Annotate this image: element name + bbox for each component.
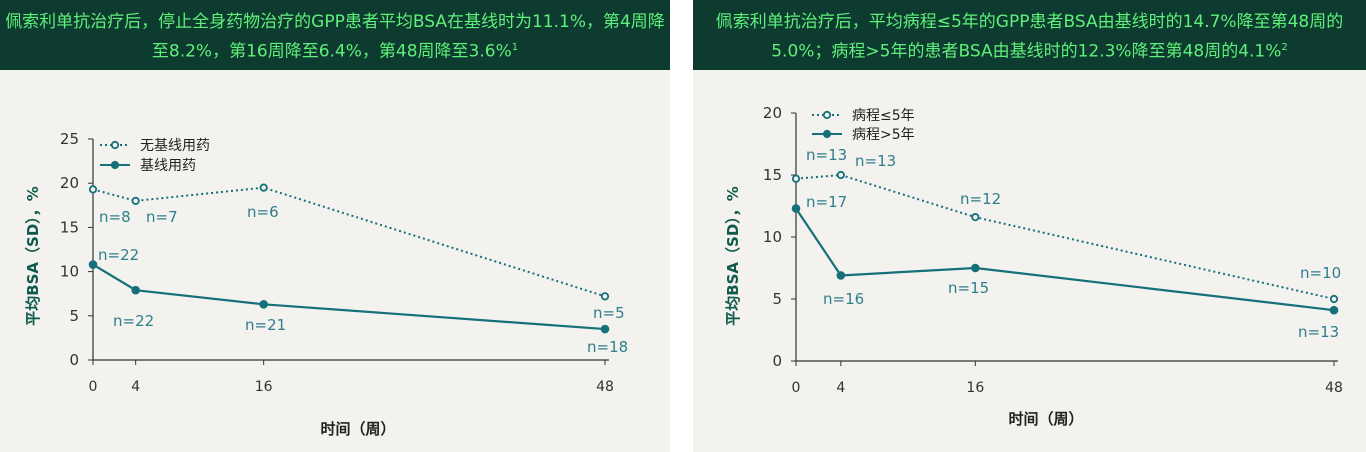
data-point xyxy=(259,300,268,309)
data-count-label: n=13 xyxy=(855,152,896,170)
legend-marker xyxy=(822,129,832,139)
data-count-label: n=6 xyxy=(247,203,279,221)
right-chart-panel: 佩索利单抗治疗后，平均病程≤5年的GPP患者BSA由基线时的14.7%降至第48… xyxy=(693,0,1366,452)
data-point xyxy=(836,170,845,180)
y-tick-label: 0 xyxy=(69,351,79,369)
x-tick-label: 0 xyxy=(792,380,801,396)
data-count-label: n=10 xyxy=(1300,264,1341,282)
data-count-label: n=16 xyxy=(823,290,864,308)
data-count-label: n=18 xyxy=(587,338,628,356)
right-chart-banner: 佩索利单抗治疗后，平均病程≤5年的GPP患者BSA由基线时的14.7%降至第48… xyxy=(693,0,1366,70)
y-tick-label: 15 xyxy=(60,218,79,236)
data-point xyxy=(600,292,610,301)
series-line-solid xyxy=(92,263,606,331)
x-axis-label: 时间（周） xyxy=(320,420,395,438)
data-point xyxy=(1329,294,1339,304)
data-point xyxy=(131,196,140,205)
data-count-label: n=7 xyxy=(146,208,178,226)
data-point xyxy=(259,183,268,192)
left-chart-banner: 佩索利单抗治疗后，停止全身药物治疗的GPP患者平均BSA在基线时为11.1%，第… xyxy=(0,0,670,70)
data-point xyxy=(791,174,801,183)
data-point xyxy=(600,324,610,334)
data-count-label: n=17 xyxy=(806,193,847,211)
data-count-label: n=13 xyxy=(1298,323,1339,341)
right-chart-svg: 0 5 10 15 20 0 4 16 48 时间（周） 平均BSA（SD），% n=13 n=13 n=… xyxy=(724,104,1343,428)
legend-label: 基线用药 xyxy=(140,157,196,174)
data-count-label: n=12 xyxy=(960,190,1001,208)
series-line-dotted xyxy=(795,173,1335,300)
right-chart-title: 佩索利单抗治疗后，平均病程≤5年的GPP患者BSA由基线时的14.7%降至第48… xyxy=(715,12,1344,62)
x-tick-label: 48 xyxy=(1325,380,1343,396)
data-count-label: n=8 xyxy=(99,208,131,226)
x-tick-label: 4 xyxy=(836,380,845,396)
data-point xyxy=(1329,305,1339,315)
x-tick-label: 0 xyxy=(89,379,98,395)
y-tick-label: 10 xyxy=(60,263,79,281)
legend-marker xyxy=(822,110,832,120)
data-point xyxy=(971,213,980,222)
y-tick-label: 20 xyxy=(763,104,782,122)
data-count-label: n=5 xyxy=(593,304,625,322)
legend-label: 病程>5年 xyxy=(852,127,915,143)
x-tick-label: 16 xyxy=(255,379,273,395)
left-chart-svg: 0 5 10 15 20 25 0 4 16 48 时间（周） 平均BSA（SD），% n=8 n=7 n=… xyxy=(24,130,628,438)
y-tick-label: 10 xyxy=(763,228,782,246)
data-point xyxy=(88,185,98,194)
left-chart-panel: 佩索利单抗治疗后，停止全身药物治疗的GPP患者平均BSA在基线时为11.1%，第… xyxy=(0,0,670,452)
y-tick-label: 0 xyxy=(772,352,782,370)
data-count-label: n=22 xyxy=(113,312,154,330)
x-tick-label: 48 xyxy=(596,379,614,395)
y-axis-label: 平均BSA（SD），% xyxy=(24,186,42,326)
left-chart-title: 佩索利单抗治疗后，停止全身药物治疗的GPP患者平均BSA在基线时为11.1%，第… xyxy=(5,12,665,62)
data-point xyxy=(131,285,140,295)
y-tick-label: 5 xyxy=(772,290,782,308)
legend-marker xyxy=(110,140,120,150)
y-tick-label: 15 xyxy=(763,166,782,184)
data-count-label: n=22 xyxy=(98,246,139,264)
legend-label: 病程≤5年 xyxy=(852,108,915,124)
data-count-label: n=13 xyxy=(806,146,847,164)
x-axis-label: 时间（周） xyxy=(1008,410,1083,428)
data-point xyxy=(836,271,846,280)
y-tick-label: 5 xyxy=(69,307,79,325)
y-tick-label: 20 xyxy=(60,174,79,192)
series-line-solid xyxy=(795,207,1335,312)
legend-marker xyxy=(110,160,120,170)
data-point xyxy=(971,263,980,273)
left-chart-title-footnote: 1 xyxy=(511,42,519,53)
x-tick-label: 4 xyxy=(131,379,140,395)
data-count-label: n=21 xyxy=(245,316,286,334)
data-point xyxy=(88,260,98,269)
x-tick-label: 16 xyxy=(966,380,984,396)
series-line-dotted xyxy=(92,186,606,298)
y-tick-label: 25 xyxy=(60,130,79,148)
right-chart-title-footnote: 2 xyxy=(1281,42,1288,53)
data-point xyxy=(791,204,801,213)
legend-label: 无基线用药 xyxy=(140,137,210,154)
y-axis-label: 平均BSA（SD），% xyxy=(724,186,742,326)
data-count-label: n=15 xyxy=(948,279,989,297)
